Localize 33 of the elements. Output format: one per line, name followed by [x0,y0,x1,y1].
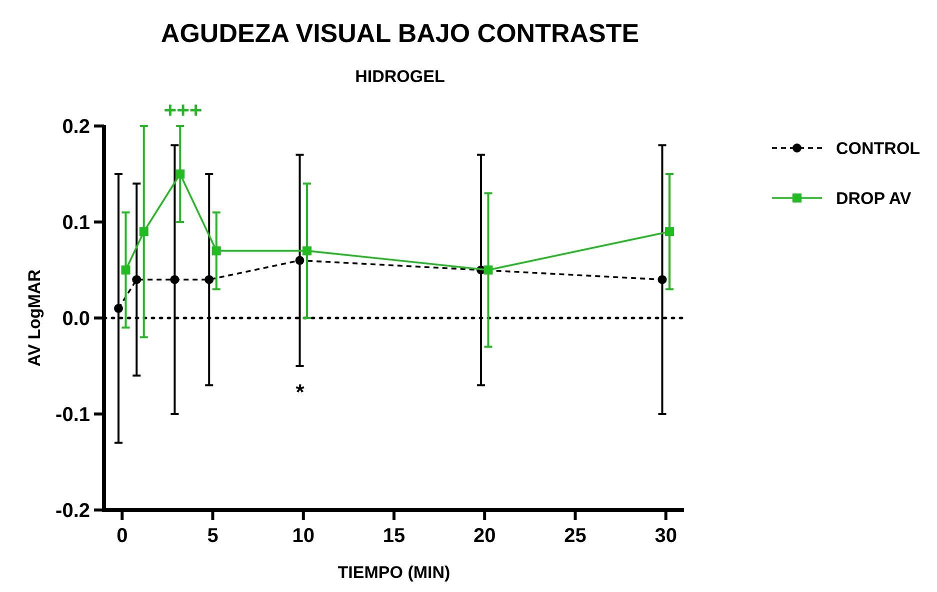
point [121,266,130,274]
point [295,256,304,265]
point [176,170,185,178]
y-tick-label: -0.2 [56,500,90,522]
y-axis-title: AV LogMAR [25,270,44,366]
x-tick-label: 30 [654,525,677,547]
y-tick-label: 0.1 [62,212,90,234]
point [114,304,123,313]
point [139,227,148,236]
chart-title: AGUDEZA VISUAL BAJO CONTRASTE [160,18,640,48]
x-tick-label: 0 [116,525,128,547]
text: +++ [164,98,202,123]
y-tick-label: 0.0 [62,308,90,330]
annotation: * [296,380,305,405]
legend-label: DROP AV [836,188,912,208]
legend-label: CONTROL [836,138,920,158]
point [484,266,493,274]
point [212,246,221,256]
point [665,227,674,236]
point [302,246,312,256]
x-tick-label: 20 [474,525,496,547]
point [132,275,142,284]
x-axis-title: TIEMPO (MIN) [338,563,450,582]
point [204,275,214,284]
x-tick-label: 25 [564,525,586,547]
x-tick-label: 5 [207,525,218,547]
x-tick-label: 15 [382,525,406,547]
point [170,275,180,284]
y-tick-label: -0.1 [56,404,90,426]
x-tick-label: 10 [292,525,314,547]
y-tick-label: 0.2 [62,116,90,138]
point [658,275,667,284]
chart-subtitle: HIDROGEL [355,67,445,86]
